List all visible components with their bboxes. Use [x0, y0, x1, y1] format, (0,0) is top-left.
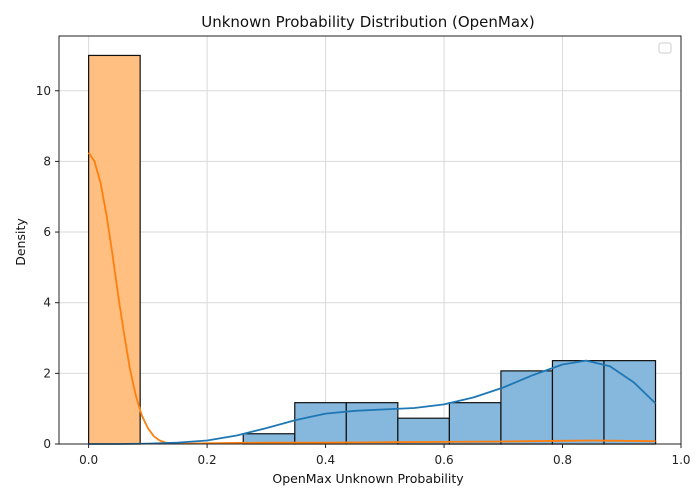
x-tick-label: 1.0: [671, 453, 690, 467]
histogram-bar: [397, 417, 450, 445]
x-tick-label: 0.2: [198, 453, 217, 467]
y-tick-label: 2: [43, 366, 51, 380]
histogram-bar: [603, 360, 657, 445]
x-axis-label: OpenMax Unknown Probability: [272, 471, 464, 486]
plot-area-frame: [58, 35, 682, 445]
chart-title: Unknown Probability Distribution (OpenMa…: [201, 13, 535, 31]
legend-box: [658, 42, 672, 54]
y-tick-label: 0: [43, 437, 51, 451]
x-tick-label: 0.8: [553, 453, 572, 467]
kde-curve: [88, 359, 657, 445]
histogram-bar: [294, 402, 347, 445]
y-tick-label: 8: [43, 154, 51, 168]
kde-curves: [87, 152, 657, 445]
y-tick-label: 10: [36, 84, 51, 98]
x-tick-label: 0.4: [316, 453, 335, 467]
x-tick-label: 0.0: [79, 453, 98, 467]
x-tick-label: 0.6: [435, 453, 454, 467]
histogram-bar: [500, 370, 554, 445]
histogram-bars: [88, 54, 657, 445]
y-tick-label: 6: [43, 225, 51, 239]
histogram-bar: [88, 54, 141, 445]
y-axis-label: Density: [13, 218, 28, 266]
histogram-bar: [551, 360, 605, 445]
y-tick-label: 4: [43, 296, 51, 310]
axis-ticks: 0.0 0.2 0.4 0.6 0.8 1.0 0 2 4 6 8 10: [36, 84, 691, 467]
histogram-bar: [448, 402, 502, 445]
